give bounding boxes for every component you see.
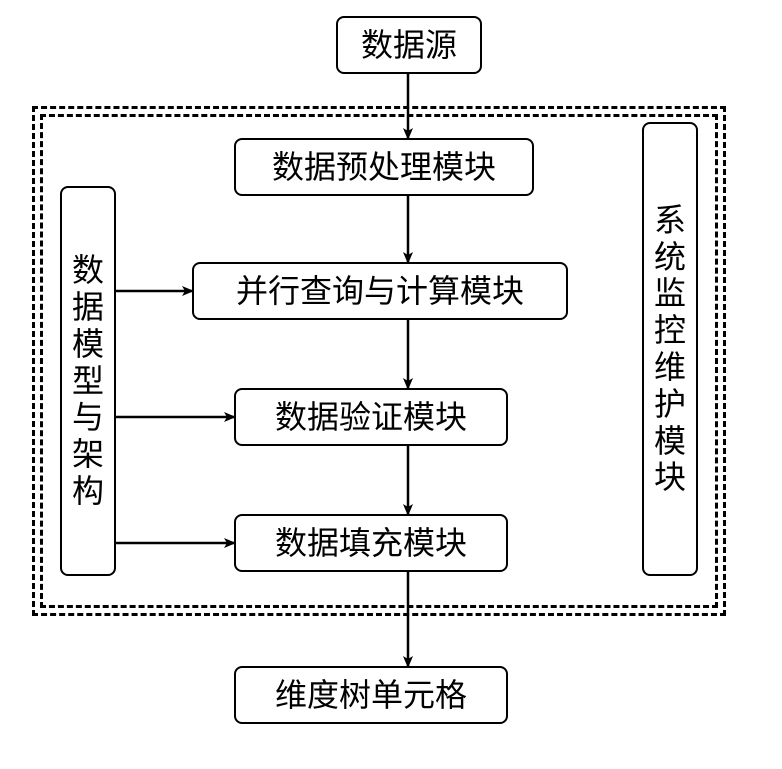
node-label: 数据预处理模块 — [272, 149, 496, 186]
node-label: 数据验证模块 — [275, 399, 467, 436]
vtext: 数据模型与架构 — [72, 252, 104, 510]
node-preprocess: 数据预处理模块 — [234, 138, 534, 196]
node-label: 数据源 — [361, 27, 457, 64]
node-right-monitor: 系统监控维护模块 — [642, 122, 698, 576]
node-label: 维度树单元格 — [275, 677, 467, 714]
node-left-arch: 数据模型与架构 — [60, 186, 116, 576]
node-cell: 维度树单元格 — [234, 666, 508, 724]
node-label: 并行查询与计算模块 — [236, 273, 524, 310]
node-source: 数据源 — [336, 16, 482, 74]
flowchart-canvas: 数据源 数据预处理模块 并行查询与计算模块 数据验证模块 数据填充模块 维度树单… — [0, 0, 782, 769]
vtext: 系统监控维护模块 — [654, 202, 686, 496]
node-parallel: 并行查询与计算模块 — [192, 262, 568, 320]
node-label: 数据填充模块 — [275, 525, 467, 562]
node-fill: 数据填充模块 — [234, 514, 508, 572]
node-verify: 数据验证模块 — [234, 388, 508, 446]
